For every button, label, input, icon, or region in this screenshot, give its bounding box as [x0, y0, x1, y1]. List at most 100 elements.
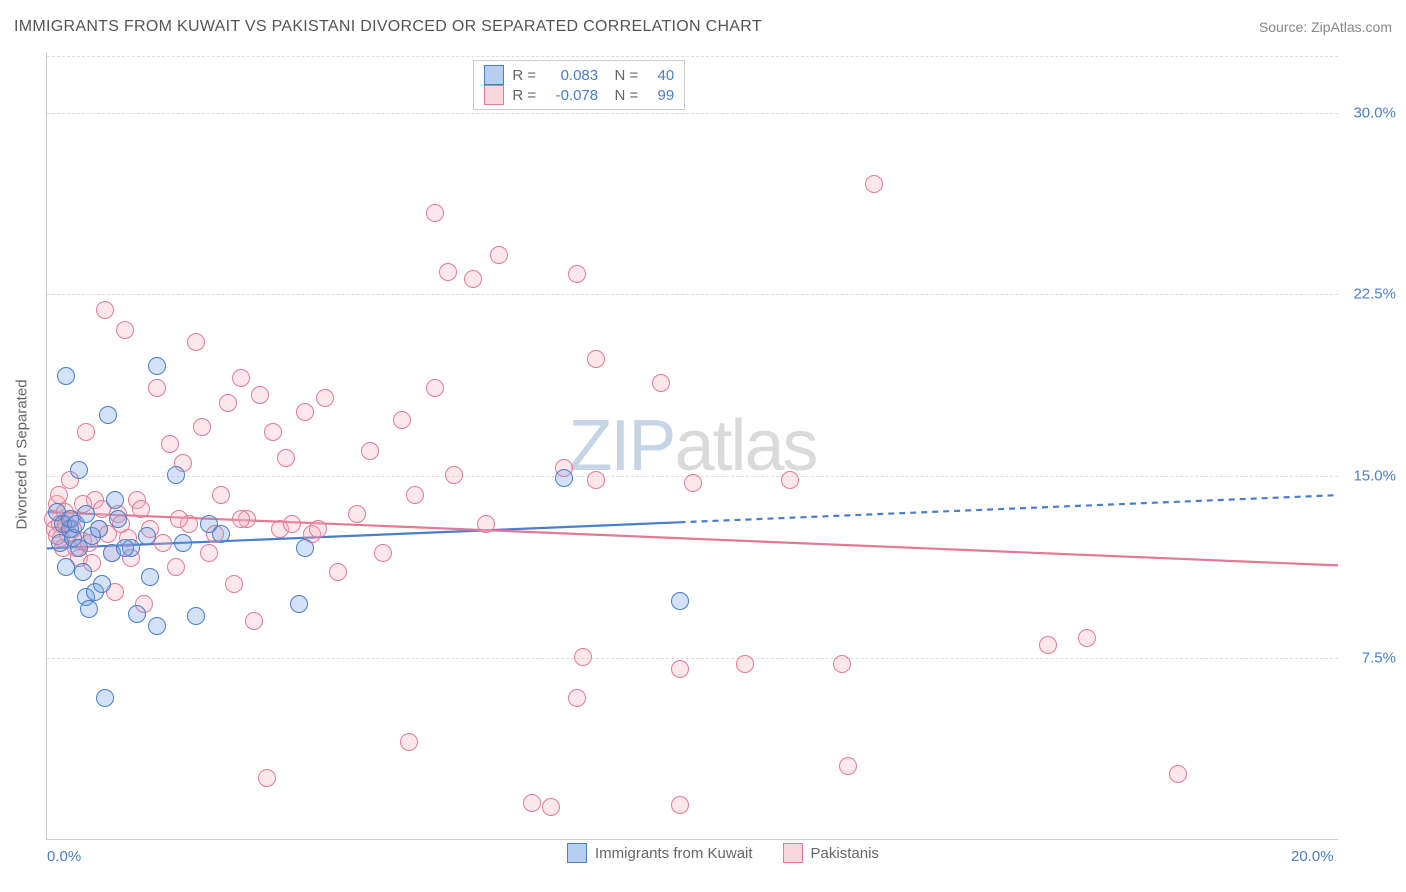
- scatter-point: [316, 389, 334, 407]
- scatter-point: [170, 510, 188, 528]
- legend-r-value: -0.078: [544, 87, 598, 104]
- chart-plot-area: ZIPatlas Divorced or Separated 7.5%15.0%…: [46, 52, 1338, 840]
- scatter-point: [542, 798, 560, 816]
- y-tick-label: 22.5%: [1344, 286, 1396, 303]
- scatter-point: [490, 246, 508, 264]
- scatter-point: [839, 757, 857, 775]
- scatter-point: [132, 500, 150, 518]
- y-tick-label: 15.0%: [1344, 468, 1396, 485]
- scatter-point: [148, 357, 166, 375]
- scatter-point: [212, 525, 230, 543]
- scatter-point: [1078, 629, 1096, 647]
- y-axis-title: Divorced or Separated: [14, 379, 31, 529]
- grid-line: [47, 113, 1338, 114]
- scatter-point: [232, 510, 250, 528]
- scatter-point: [865, 175, 883, 193]
- scatter-point: [671, 660, 689, 678]
- legend-r-label: R =: [512, 87, 536, 104]
- scatter-point: [141, 568, 159, 586]
- scatter-point: [568, 689, 586, 707]
- scatter-point: [574, 648, 592, 666]
- y-tick-label: 30.0%: [1344, 104, 1396, 121]
- scatter-point: [193, 418, 211, 436]
- scatter-point: [187, 333, 205, 351]
- legend-swatch: [783, 843, 803, 863]
- scatter-point: [587, 471, 605, 489]
- scatter-point: [99, 406, 117, 424]
- scatter-point: [258, 769, 276, 787]
- x-tick-label: 20.0%: [1291, 848, 1334, 865]
- scatter-point: [568, 265, 586, 283]
- legend-series-name: Immigrants from Kuwait: [595, 845, 753, 862]
- scatter-point: [348, 505, 366, 523]
- grid-line: [47, 56, 1338, 57]
- scatter-point: [426, 204, 444, 222]
- scatter-point: [1169, 765, 1187, 783]
- scatter-point: [464, 270, 482, 288]
- chart-title: IMMIGRANTS FROM KUWAIT VS PAKISTANI DIVO…: [14, 18, 762, 36]
- scatter-point: [219, 394, 237, 412]
- x-tick-label: 0.0%: [47, 848, 81, 865]
- scatter-point: [671, 796, 689, 814]
- scatter-point: [652, 374, 670, 392]
- watermark-zip: ZIP: [568, 406, 674, 486]
- scatter-point: [781, 471, 799, 489]
- scatter-point: [138, 527, 156, 545]
- scatter-point: [400, 733, 418, 751]
- scatter-point: [833, 655, 851, 673]
- scatter-point: [374, 544, 392, 562]
- scatter-point: [116, 321, 134, 339]
- legend-n-label: N =: [606, 87, 638, 104]
- scatter-point: [80, 600, 98, 618]
- scatter-point: [290, 595, 308, 613]
- scatter-point: [523, 794, 541, 812]
- scatter-point: [161, 435, 179, 453]
- grid-line: [47, 658, 1338, 659]
- scatter-point: [187, 607, 205, 625]
- legend-item: Pakistanis: [783, 843, 879, 863]
- scatter-point: [148, 379, 166, 397]
- scatter-point: [296, 539, 314, 557]
- scatter-point: [684, 474, 702, 492]
- scatter-point: [361, 442, 379, 460]
- scatter-point: [200, 544, 218, 562]
- scatter-point: [167, 466, 185, 484]
- scatter-point: [245, 612, 263, 630]
- legend-row: R = -0.078 N = 99: [484, 85, 674, 105]
- scatter-point: [251, 386, 269, 404]
- legend-n-value: 99: [646, 87, 674, 104]
- scatter-point: [57, 367, 75, 385]
- legend-item: Immigrants from Kuwait: [567, 843, 753, 863]
- scatter-point: [426, 379, 444, 397]
- scatter-point: [70, 461, 88, 479]
- scatter-point: [445, 466, 463, 484]
- scatter-point: [167, 558, 185, 576]
- scatter-point: [736, 655, 754, 673]
- scatter-point: [283, 515, 301, 533]
- scatter-point: [232, 369, 250, 387]
- scatter-point: [1039, 636, 1057, 654]
- correlation-legend: R =0.083 N =40R =-0.078 N =99: [473, 60, 685, 110]
- legend-series-name: Pakistanis: [811, 845, 879, 862]
- grid-line: [47, 294, 1338, 295]
- header-bar: IMMIGRANTS FROM KUWAIT VS PAKISTANI DIVO…: [14, 18, 1392, 36]
- scatter-point: [555, 469, 573, 487]
- scatter-point: [96, 301, 114, 319]
- scatter-point: [96, 689, 114, 707]
- scatter-point: [477, 515, 495, 533]
- legend-r-label: R =: [512, 67, 536, 84]
- scatter-point: [148, 617, 166, 635]
- trendlines-layer: [47, 52, 1338, 839]
- scatter-point: [671, 592, 689, 610]
- scatter-point: [93, 575, 111, 593]
- scatter-point: [106, 491, 124, 509]
- scatter-point: [154, 534, 172, 552]
- scatter-point: [90, 520, 108, 538]
- scatter-point: [225, 575, 243, 593]
- scatter-point: [277, 449, 295, 467]
- legend-n-label: N =: [606, 67, 638, 84]
- series-legend: Immigrants from Kuwait Pakistanis: [567, 843, 879, 863]
- source-label: Source: ZipAtlas.com: [1259, 19, 1392, 35]
- scatter-point: [128, 605, 146, 623]
- legend-row: R =0.083 N =40: [484, 65, 674, 85]
